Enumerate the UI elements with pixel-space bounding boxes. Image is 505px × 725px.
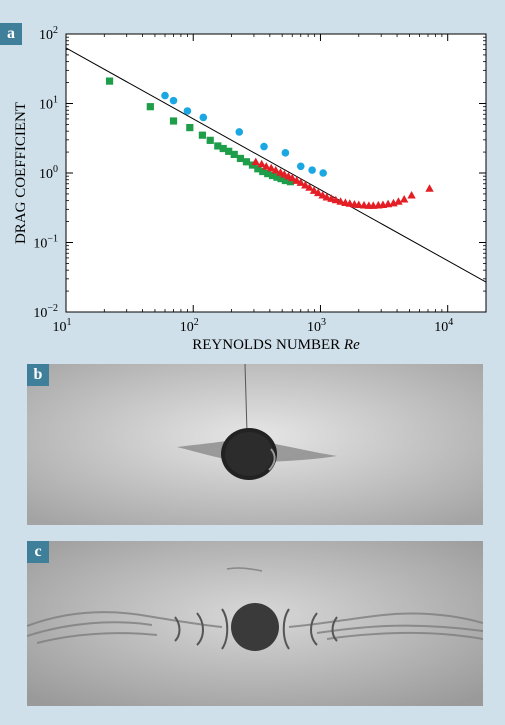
x-tick-label: 103 bbox=[307, 317, 326, 335]
data-point-triangle bbox=[301, 180, 310, 189]
panel-label-b: b bbox=[27, 364, 49, 386]
data-point-square bbox=[198, 131, 206, 139]
data-point-triangle bbox=[262, 162, 271, 170]
data-point-triangle bbox=[271, 165, 280, 174]
data-point-circle bbox=[169, 96, 178, 105]
data-point-square bbox=[264, 170, 272, 178]
data-point-triangle bbox=[354, 200, 363, 209]
data-point-square bbox=[169, 117, 178, 125]
data-point-square bbox=[225, 147, 233, 155]
data-point-circle bbox=[161, 91, 169, 100]
data-point-square bbox=[146, 103, 154, 111]
data-point-circle bbox=[281, 149, 290, 157]
x-tick-label: 104 bbox=[434, 317, 453, 335]
y-axis-label-text: DRAG COEFFICIENT bbox=[13, 102, 29, 244]
y-tick-label: 102 bbox=[39, 25, 58, 43]
data-point-triangle bbox=[399, 194, 409, 203]
power-law-line bbox=[66, 47, 486, 283]
data-point-triangle bbox=[266, 163, 276, 172]
data-point-triangle bbox=[331, 195, 341, 204]
data-point-square bbox=[268, 171, 277, 180]
y-tick-label: 101 bbox=[39, 95, 58, 113]
data-point-triangle bbox=[394, 197, 403, 205]
x-axis-label: REYNOLDS NUMBER Re bbox=[192, 337, 360, 353]
y-tick-label: 100 bbox=[39, 164, 58, 182]
x-axis-label-symbol: Re bbox=[343, 337, 360, 353]
data-point-square bbox=[186, 124, 194, 132]
data-point-triangle bbox=[296, 178, 305, 186]
y-axis-label: DRAG COEFFICIENT bbox=[13, 102, 29, 244]
y-tick-label: 10−2 bbox=[33, 303, 58, 321]
data-point-circle bbox=[199, 113, 208, 122]
data-point-square bbox=[230, 150, 238, 159]
data-point-triangle bbox=[314, 188, 323, 197]
y-axis-ticks: 10−2 10−1 100 101 102 bbox=[33, 25, 486, 321]
data-point-triangle bbox=[309, 186, 319, 194]
photo-b bbox=[27, 364, 483, 525]
panel-label-c: c bbox=[27, 541, 49, 563]
data-point-triangle bbox=[425, 184, 434, 192]
data-point-square bbox=[281, 176, 289, 185]
x-tick-label: 102 bbox=[180, 317, 199, 335]
data-point-square bbox=[206, 136, 214, 144]
data-point-circle bbox=[260, 142, 268, 151]
x-tick-label: 101 bbox=[53, 317, 72, 335]
data-point-circle bbox=[235, 128, 244, 136]
data-point-circle bbox=[319, 169, 327, 177]
data-point-square bbox=[105, 77, 114, 85]
data-point-square bbox=[254, 165, 262, 173]
data-point-circle bbox=[183, 107, 192, 115]
data-point-circle bbox=[296, 162, 305, 171]
sphere-wake-photo-b bbox=[27, 364, 483, 525]
data-point-triangle bbox=[322, 192, 331, 201]
data-point-square bbox=[286, 178, 294, 186]
data-point-square bbox=[236, 154, 245, 163]
plot-content bbox=[66, 47, 486, 283]
x-axis-label-text: REYNOLDS NUMBER bbox=[192, 337, 340, 353]
data-point-square bbox=[259, 167, 267, 176]
data-point-triangle bbox=[305, 183, 314, 191]
data-point-triangle bbox=[288, 173, 297, 182]
data-point-square bbox=[273, 173, 281, 181]
data-point-square bbox=[277, 175, 285, 183]
data-point-square bbox=[242, 158, 251, 166]
data-point-triangle bbox=[251, 157, 260, 166]
data-point-square bbox=[214, 142, 222, 150]
data-point-triangle bbox=[336, 197, 345, 205]
photo-c bbox=[27, 541, 483, 706]
x-axis-ticks: 101 102 103 104 bbox=[53, 34, 453, 335]
data-point-circle bbox=[308, 166, 316, 174]
y-tick-label: 10−1 bbox=[33, 234, 58, 252]
data-point-square bbox=[219, 144, 227, 153]
panel-label-a: a bbox=[0, 23, 22, 45]
sphere-wake-photo-c bbox=[27, 541, 483, 706]
data-point-triangle bbox=[257, 159, 266, 168]
drag-coefficient-chart: 10−2 10−1 100 101 102 101 102 103 104 DRAG COEF… bbox=[13, 25, 487, 353]
data-point-triangle bbox=[407, 190, 416, 199]
